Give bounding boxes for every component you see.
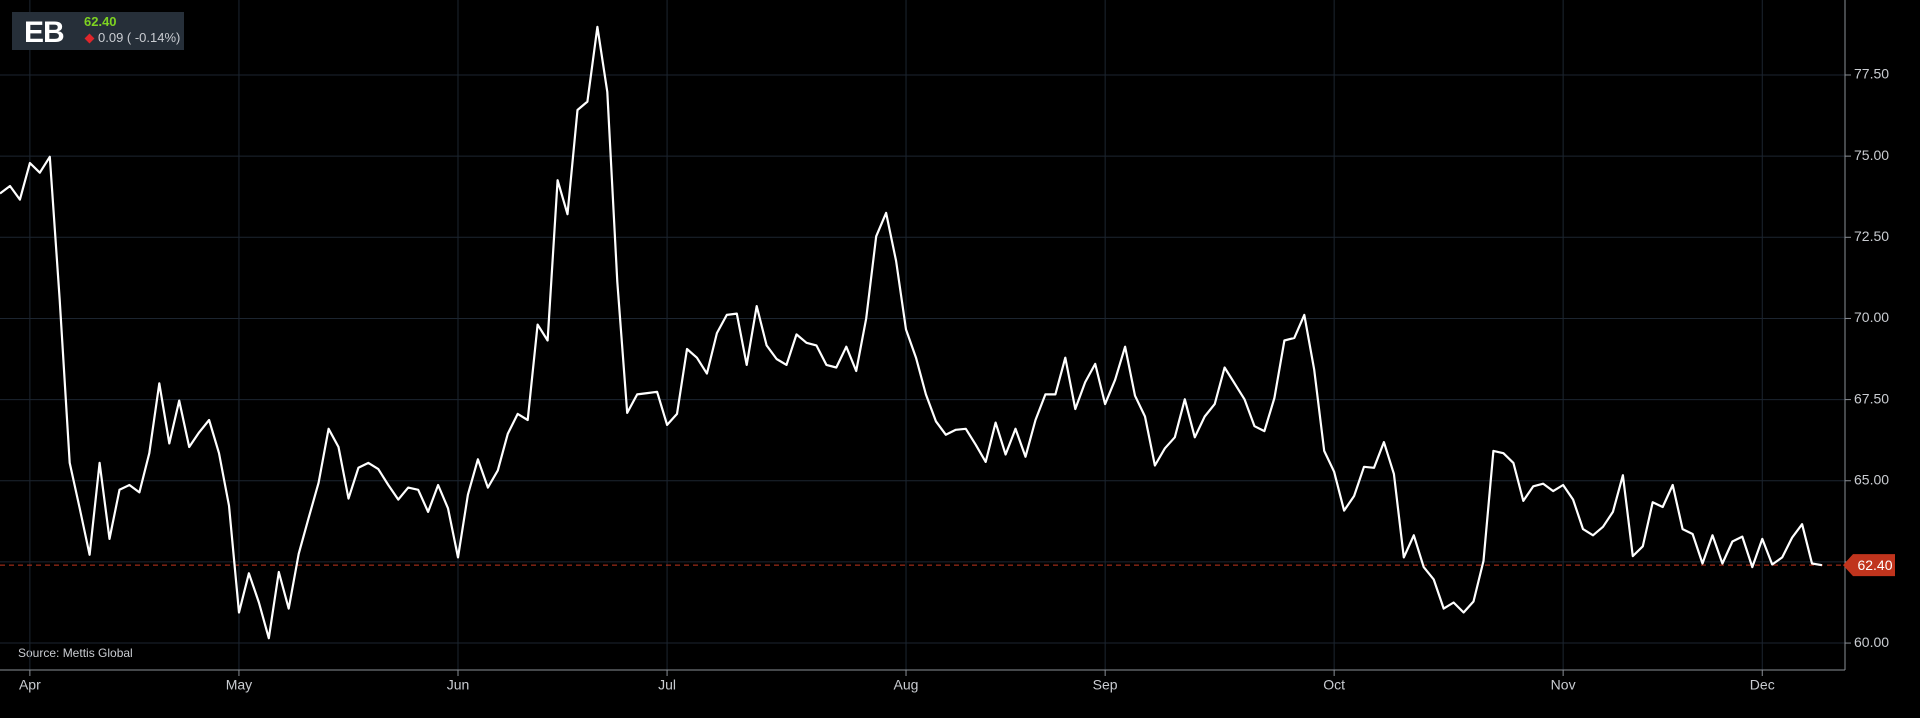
y-tick-label: 65.00	[1854, 471, 1889, 487]
price-line	[0, 25, 1823, 640]
y-tick-label: 67.50	[1854, 390, 1889, 406]
last-price-label: 62.40	[1857, 557, 1892, 573]
change-text: 0.09 ( -0.14%)	[98, 30, 181, 45]
source-note: Source: Mettis Global	[18, 646, 133, 660]
y-tick-label: 70.00	[1854, 309, 1889, 325]
x-tick-label: Nov	[1551, 677, 1576, 693]
last-price-badge	[1843, 554, 1895, 577]
quote-header: EB 62.40 0.09 ( -0.14%)	[12, 12, 184, 50]
x-tick-label: Jun	[447, 677, 470, 693]
change: 0.09 ( -0.14%)	[84, 30, 180, 45]
symbol: EB	[24, 16, 65, 49]
price: 62.40	[84, 14, 117, 29]
y-tick-label: 75.00	[1854, 147, 1889, 163]
y-tick-label: 77.50	[1854, 66, 1889, 82]
x-tick-label: Oct	[1323, 677, 1345, 693]
x-tick-label: Dec	[1750, 677, 1775, 693]
x-tick-label: Jul	[658, 677, 676, 693]
x-tick-label: Aug	[894, 677, 919, 693]
x-tick-label: May	[226, 677, 252, 693]
x-tick-label: Apr	[19, 677, 41, 693]
y-tick-label: 72.50	[1854, 228, 1889, 244]
down-icon	[84, 33, 95, 44]
x-tick-label: Sep	[1093, 677, 1118, 693]
y-tick-label: 60.00	[1854, 634, 1889, 650]
